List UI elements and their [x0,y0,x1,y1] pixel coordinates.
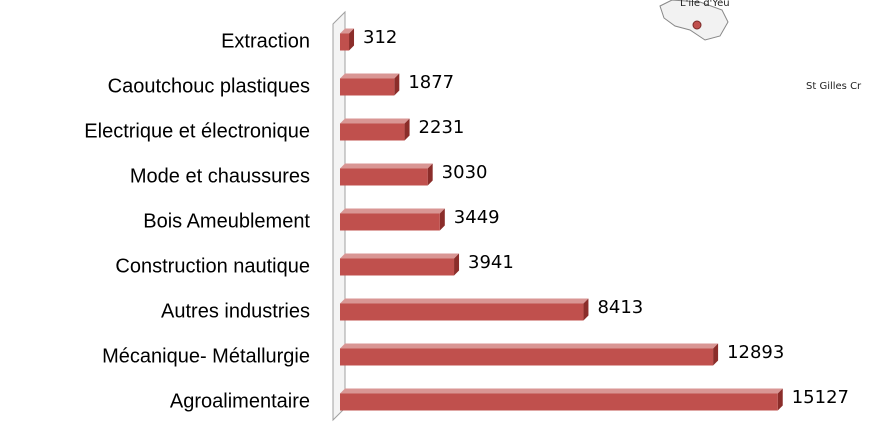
map-fragment [659,0,729,41]
y-tick-label: Electrique et électronique [84,120,310,142]
bar [340,393,778,411]
bar-side [454,253,460,276]
map-dot [692,20,702,30]
bar-side [777,388,783,411]
bar-side [427,163,433,186]
bar-top [340,73,400,79]
y-tick-label: Autres industries [161,300,310,322]
y-tick-label: Caoutchouc plastiques [108,75,310,97]
bar [340,303,584,321]
bar-side [583,298,589,321]
bar-side [349,28,355,51]
bar-top [340,118,410,124]
bar [340,168,428,186]
bar [340,123,405,141]
value-label: 3030 [442,162,488,183]
bar-top [340,388,783,394]
value-label: 312 [363,27,397,48]
y-tick-label: Mécanique- Métallurgie [102,345,310,367]
bar [340,33,350,51]
bar-top [340,343,719,349]
bar [340,213,440,231]
bar [340,258,455,276]
y-tick-label: Mode et chaussures [130,165,310,187]
y-tick-label: Construction nautique [115,255,310,277]
bar [340,78,395,96]
value-label: 15127 [792,387,849,408]
value-label: 3941 [468,252,514,273]
value-label: 1877 [408,72,454,93]
bar-top [340,253,460,259]
bar-top [340,163,433,169]
island-shape [659,0,729,41]
y-tick-label: Extraction [221,30,310,52]
y-tick-label: Bois Ameublement [143,210,310,232]
bar-side [439,208,445,231]
bar-top [340,298,589,304]
bar-side [713,343,719,366]
map-label: L'île d'Yeu [680,0,730,9]
value-label: 12893 [727,342,784,363]
bar-top [340,28,355,34]
value-label: 2231 [419,117,465,138]
bar [340,348,714,366]
value-label: 3449 [454,207,500,228]
bar-top [340,208,445,214]
bar-side [394,73,400,96]
bar-side [404,118,410,141]
map-label: St Gilles Cr [806,81,862,92]
value-label: 8413 [597,297,643,318]
y-tick-label: Agroalimentaire [170,390,310,412]
